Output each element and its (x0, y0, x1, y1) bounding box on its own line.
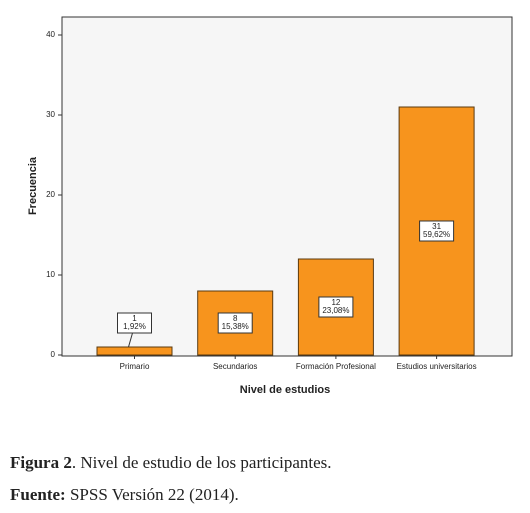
data-label-percent: 59,62% (423, 230, 450, 239)
x-axis-label: Nivel de estudios (240, 384, 330, 396)
data-label-percent: 1,92% (123, 322, 146, 331)
y-tick-label: 10 (46, 270, 55, 279)
x-tick-label: Secundarios (213, 362, 257, 371)
data-label-box (217, 312, 253, 334)
data-label: 31 (432, 222, 441, 231)
chart: Nivel de estudios Frecuencia 0 10 20 30 40 Pr… (27, 16, 513, 396)
y-tick-label: 0 (51, 350, 56, 359)
data-label: 1 (132, 314, 137, 323)
caption-label: Figura 2 (10, 453, 72, 472)
data-label: 8 (233, 314, 238, 323)
label-leader (128, 332, 133, 348)
figure-caption: Figura 2. Nivel de estudio de los partic… (10, 453, 332, 473)
data-label-box (117, 312, 152, 334)
y-tick-label: 20 (46, 190, 55, 199)
data-label-percent: 23,08% (322, 306, 349, 315)
caption-text: . Nivel de estudio de los participantes. (71, 453, 332, 472)
x-tick-label: Estudios universitarios (397, 362, 477, 371)
source-label: Fuente: (10, 485, 66, 504)
source-text: SPSS Versión 22 (2014). (65, 485, 239, 504)
y-axis-label: Frecuencia (27, 156, 39, 215)
data-label-percent: 15,38% (222, 322, 249, 331)
data-label-box (318, 296, 354, 318)
x-tick-label: Formación Profesional (296, 362, 376, 371)
y-tick-label: 30 (46, 110, 55, 119)
source-caption: Fuente: SPSS Versión 22 (2014). (10, 485, 239, 505)
data-label: 12 (331, 298, 340, 307)
bar (96, 346, 173, 356)
y-tick-label: 40 (46, 30, 55, 39)
data-label-box (419, 220, 455, 242)
x-tick-label: Primario (120, 362, 150, 371)
